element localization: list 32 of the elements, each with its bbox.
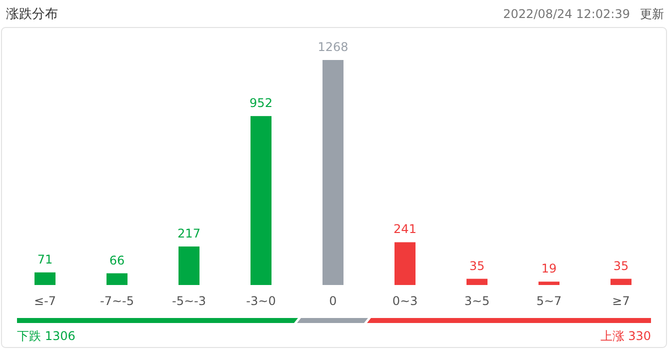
bar [106,273,128,285]
data-label: 241 [394,222,416,236]
chart-title: 涨跌分布 [6,7,58,22]
bar [466,278,488,285]
x-tick-label: -7~-5 [100,294,134,308]
data-label: 1268 [318,40,348,54]
x-tick-label: ≤-7 [34,294,56,308]
x-tick-label: 3~5 [464,294,490,308]
x-tick-label: ≥7 [612,294,630,308]
data-label: 35 [613,258,629,273]
text: 下跌 1306 [17,329,76,343]
text: 更新 [640,7,664,21]
chart-subtitle: 2022/08/24 12:02:39 [503,7,630,21]
bar [394,242,416,285]
data-label: 19 [541,262,557,276]
data-label: 952 [250,96,272,110]
bar [34,272,56,285]
bar [610,278,632,285]
data-label: 35 [469,258,485,273]
data-label: 71 [37,252,53,266]
x-tick-label: -3~0 [246,294,276,308]
x-tick-label: -5~-3 [172,294,206,308]
text: 上涨 330 [600,329,651,343]
bar [322,60,344,285]
x-tick-label: 0~3 [392,294,418,308]
x-tick-label: 5~7 [536,294,562,308]
data-label: 217 [178,226,200,240]
bar [178,246,200,285]
bar [538,282,560,285]
bar [250,116,272,285]
x-tick-label: 0 [329,294,337,308]
data-label: 66 [109,253,125,268]
